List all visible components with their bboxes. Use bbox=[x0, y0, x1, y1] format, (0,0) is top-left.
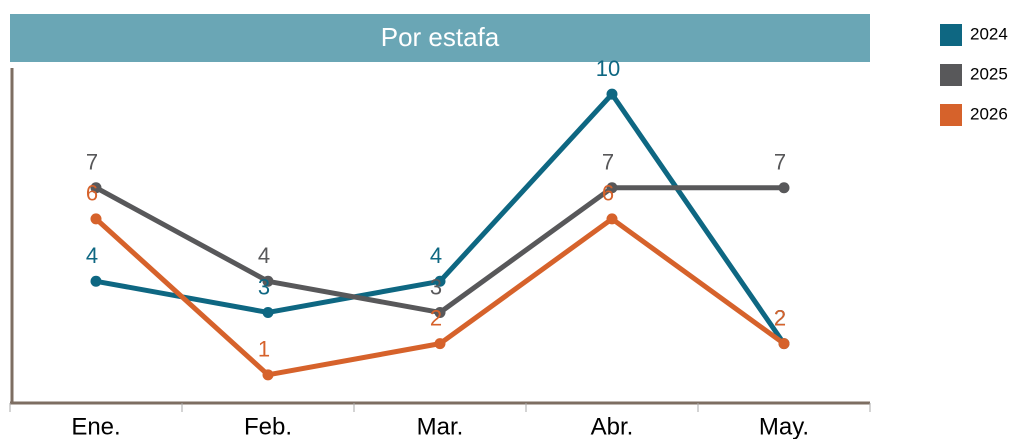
data-label: 3 bbox=[258, 274, 270, 299]
x-tick-label: Mar. bbox=[417, 413, 464, 439]
data-label: 4 bbox=[258, 243, 270, 268]
point bbox=[90, 182, 102, 194]
data-label: 2 bbox=[430, 305, 442, 330]
point bbox=[778, 338, 790, 350]
data-label: 3 bbox=[430, 274, 442, 299]
point bbox=[262, 306, 274, 318]
chart-title: Por estafa bbox=[381, 22, 500, 52]
data-label: 4 bbox=[86, 243, 98, 268]
legend-label: 2026 bbox=[970, 104, 1008, 123]
legend-swatch bbox=[940, 24, 962, 46]
point bbox=[90, 275, 102, 287]
x-tick-label: Ene. bbox=[71, 413, 120, 439]
title-bar bbox=[10, 14, 870, 62]
legend-label: 2025 bbox=[970, 64, 1008, 83]
point bbox=[434, 338, 446, 350]
x-tick-label: Abr. bbox=[591, 413, 634, 439]
point bbox=[90, 213, 102, 225]
data-label: 6 bbox=[86, 181, 98, 206]
x-tick-label: Feb. bbox=[244, 413, 292, 439]
data-label: 7 bbox=[774, 150, 786, 175]
data-label: 4 bbox=[430, 243, 442, 268]
point bbox=[434, 275, 446, 287]
data-label: 6 bbox=[602, 181, 614, 206]
data-label: 7 bbox=[602, 150, 614, 175]
data-label: 1 bbox=[258, 337, 270, 362]
legend-label: 2024 bbox=[970, 24, 1008, 43]
legend-swatch bbox=[940, 104, 962, 126]
data-label: 7 bbox=[86, 150, 98, 175]
point bbox=[778, 182, 790, 194]
point bbox=[262, 275, 274, 287]
data-label: 2 bbox=[774, 305, 786, 330]
x-tick-label: May. bbox=[759, 413, 809, 439]
data-label: 2 bbox=[774, 305, 786, 330]
point bbox=[262, 369, 274, 381]
point bbox=[606, 213, 618, 225]
point bbox=[606, 182, 618, 194]
point bbox=[606, 88, 618, 100]
data-label: 10 bbox=[596, 56, 620, 81]
point bbox=[434, 306, 446, 318]
legend-swatch bbox=[940, 64, 962, 86]
